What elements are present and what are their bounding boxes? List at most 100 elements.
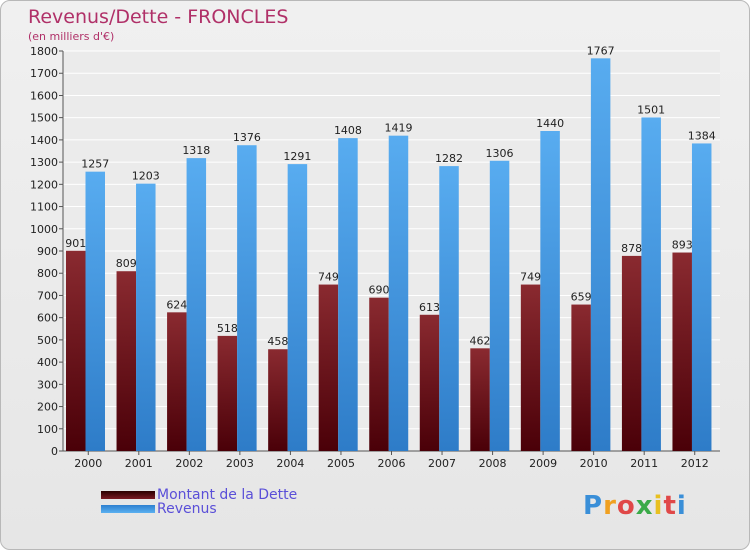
bar-dette [66,250,86,451]
chart-title: Revenus/Dette - FRONCLES [28,6,289,28]
bar-revenus [186,158,207,451]
logo-letter: i [653,491,664,521]
data-label-dette: 749 [318,271,339,284]
bar-dette [621,255,642,451]
data-label-revenus: 1203 [132,170,160,183]
x-tick-label: 2005 [327,457,355,470]
y-tick-label: 1400 [30,134,58,147]
data-label-dette: 624 [166,298,187,311]
y-tick-label: 600 [37,312,58,325]
logo-letter: o [616,491,636,521]
x-tick-label: 2007 [428,457,456,470]
data-label-revenus: 1306 [486,147,514,160]
logo-letter: i [676,491,687,521]
data-label-revenus: 1282 [435,152,463,165]
y-tick-label: 500 [37,334,58,347]
bar-dette [167,312,187,451]
bar-dette [520,284,541,451]
x-tick-label: 2001 [125,457,153,470]
data-label-revenus: 1408 [334,124,362,137]
data-label-dette: 458 [267,335,288,348]
legend-label-revenus: Revenus [157,501,217,517]
bar-dette [369,297,389,451]
data-label-dette: 659 [571,291,592,304]
x-tick-label: 2011 [630,457,658,470]
x-tick-label: 2006 [378,457,406,470]
y-tick-label: 100 [37,423,58,436]
legend-item-revenus: Revenus [101,501,217,517]
data-label-revenus: 1384 [688,129,716,142]
y-tick-label: 800 [37,267,58,280]
data-label-dette: 462 [470,334,491,347]
legend-swatch-revenus [101,505,155,513]
bar-revenus [85,171,105,451]
bar-dette [419,314,440,451]
bar-dette [116,271,137,451]
data-label-dette: 749 [520,271,541,284]
y-tick-label: 1100 [30,201,58,214]
x-tick-label: 2012 [681,457,709,470]
data-label-dette: 901 [65,237,86,250]
y-tick-label: 700 [37,289,58,302]
chart-subtitle: (en milliers d'€) [28,30,115,43]
data-label-revenus: 1419 [384,122,412,135]
logo-letter: r [603,491,617,521]
y-tick-label: 0 [51,445,58,458]
data-label-dette: 893 [672,239,693,252]
bar-dette [470,348,490,451]
legend-item-dette: Montant de la Dette [101,487,297,503]
bar-revenus [388,135,409,451]
bar-dette [268,349,288,451]
bar-revenus [338,138,358,451]
x-tick-label: 2009 [529,457,557,470]
y-tick-label: 1700 [30,67,58,80]
y-tick-label: 1800 [30,45,58,58]
bar-dette [672,252,692,451]
y-tick-label: 900 [37,245,58,258]
y-tick-label: 1000 [30,223,58,236]
data-label-dette: 518 [217,322,238,335]
data-label-dette: 878 [621,242,642,255]
bar-dette [571,304,591,451]
y-tick-label: 1500 [30,112,58,125]
y-tick-label: 400 [37,356,58,369]
bar-revenus [439,166,459,451]
y-tick-label: 300 [37,378,58,391]
legend-label-dette: Montant de la Dette [157,487,298,503]
bar-revenus [136,183,156,451]
data-label-revenus: 1376 [233,131,261,144]
x-tick-label: 2003 [226,457,254,470]
logo-letter: x [635,491,654,521]
y-tick-label: 200 [37,401,58,414]
bar-revenus [590,58,611,451]
data-label-revenus: 1440 [536,117,564,130]
bar-revenus [540,131,560,451]
logo-letter: P [583,491,604,521]
legend-swatch-dette [101,491,155,499]
bar-revenus [691,143,712,451]
y-tick-label: 1600 [30,89,58,102]
data-label-revenus: 1767 [587,44,615,57]
data-label-revenus: 1257 [81,158,109,171]
x-tick-label: 2010 [580,457,608,470]
bar-revenus [641,117,661,451]
data-label-revenus: 1291 [283,150,311,163]
x-tick-label: 2000 [74,457,102,470]
data-label-dette: 613 [419,301,440,314]
bar-dette [217,335,238,451]
proxiti-logo: Proxiti [583,491,687,521]
y-tick-label: 1200 [30,178,58,191]
bar-dette [318,284,339,451]
x-tick-label: 2008 [479,457,507,470]
x-tick-label: 2002 [175,457,203,470]
data-label-revenus: 1501 [637,103,665,116]
x-tick-label: 2004 [276,457,304,470]
data-label-dette: 809 [116,257,137,270]
y-tick-label: 1300 [30,156,58,169]
bar-revenus [237,145,257,451]
data-label-dette: 690 [368,284,389,297]
bar-revenus [489,160,510,451]
bar-revenus [287,164,308,451]
